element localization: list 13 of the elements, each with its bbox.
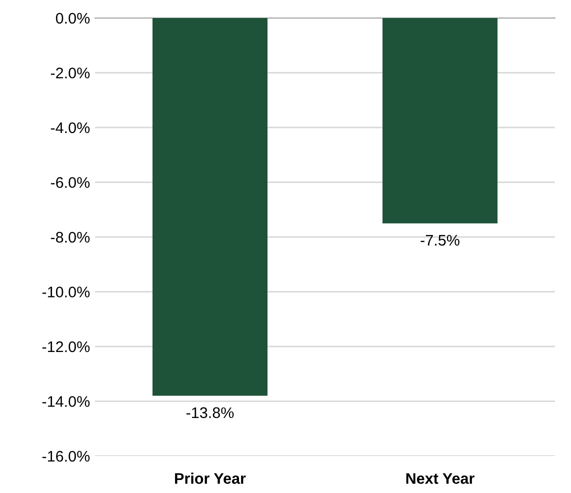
x-tick-label: Next Year bbox=[406, 473, 474, 484]
y-tick-label: -16.0% bbox=[42, 450, 90, 462]
y-tick-label: -2.0% bbox=[50, 68, 90, 78]
y-tick-label: -4.0% bbox=[50, 122, 90, 134]
y-tick-label: -6.0% bbox=[50, 177, 90, 188]
x-tick-label: Prior Year bbox=[175, 472, 246, 484]
y-tick-label: -10.0% bbox=[42, 286, 90, 298]
y-tick-label: -12.0% bbox=[42, 341, 90, 352]
data-label: -13.8% bbox=[186, 407, 234, 418]
data-label: -7.5% bbox=[420, 234, 460, 246]
y-tick-label: -8.0% bbox=[50, 232, 90, 243]
y-tick-label: -14.0% bbox=[42, 396, 90, 407]
y-tick-label: 0.0% bbox=[56, 12, 90, 24]
